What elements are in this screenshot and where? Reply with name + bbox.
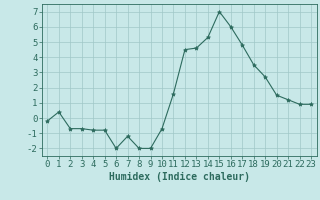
X-axis label: Humidex (Indice chaleur): Humidex (Indice chaleur) [109, 172, 250, 182]
